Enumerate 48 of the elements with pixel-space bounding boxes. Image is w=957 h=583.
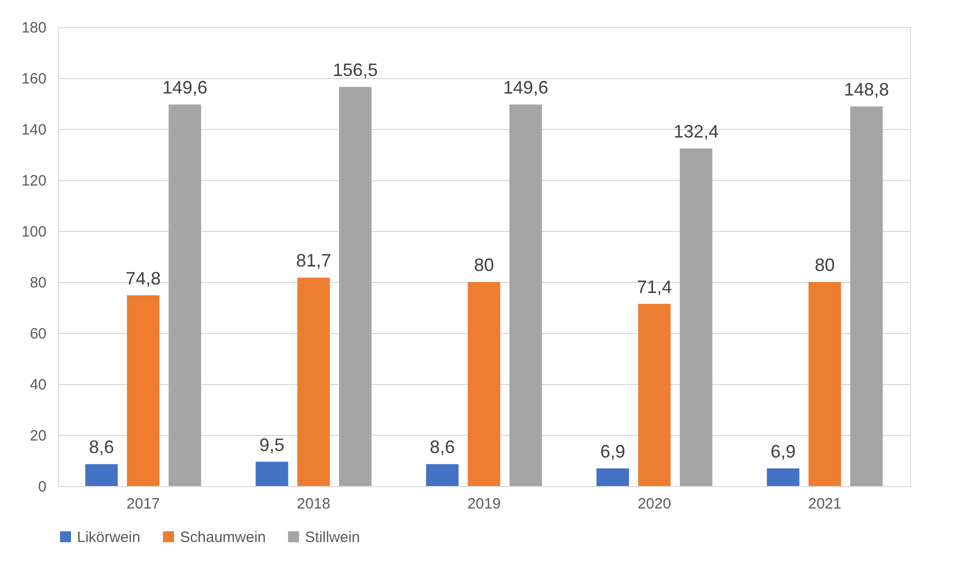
bar bbox=[638, 304, 671, 486]
data-label: 74,8 bbox=[126, 268, 161, 288]
bar bbox=[680, 148, 712, 486]
data-label: 8,6 bbox=[89, 437, 114, 458]
bar bbox=[766, 468, 800, 486]
data-label: 6,9 bbox=[600, 441, 626, 462]
legend-label: Likörwein bbox=[77, 528, 140, 546]
data-label: 9,5 bbox=[259, 434, 284, 455]
y-tick-label: 120 bbox=[21, 172, 46, 190]
bar bbox=[256, 462, 288, 486]
bar bbox=[297, 278, 330, 486]
y-tick-label: 100 bbox=[21, 224, 46, 240]
x-tick-label: 2020 bbox=[638, 496, 672, 512]
data-label: 149,6 bbox=[503, 78, 548, 98]
x-tick-label: 2018 bbox=[296, 496, 330, 512]
bar bbox=[468, 282, 500, 486]
data-label: 80 bbox=[814, 255, 835, 275]
bar bbox=[596, 468, 629, 486]
data-label: 132,4 bbox=[674, 121, 719, 142]
data-label: 149,6 bbox=[162, 78, 208, 98]
data-label: 156,5 bbox=[332, 60, 378, 80]
legend-label: Stillwein bbox=[305, 528, 360, 546]
bar bbox=[808, 282, 842, 486]
y-tick-label: 180 bbox=[21, 20, 46, 36]
y-tick-label: 40 bbox=[30, 376, 46, 394]
legend-label: Schaumwein bbox=[180, 528, 266, 546]
y-tick-label: 0 bbox=[38, 478, 46, 496]
bar bbox=[168, 104, 202, 486]
bar bbox=[850, 106, 883, 486]
y-tick-label: 60 bbox=[30, 326, 46, 342]
y-tick-label: 160 bbox=[21, 70, 46, 88]
bar bbox=[339, 86, 372, 486]
x-tick-label: 2017 bbox=[126, 496, 160, 512]
bar bbox=[126, 295, 160, 486]
bar bbox=[85, 464, 118, 486]
bar bbox=[509, 104, 542, 486]
data-label: 8,6 bbox=[430, 437, 455, 458]
x-tick-label: 2021 bbox=[808, 496, 842, 512]
data-label: 148,8 bbox=[844, 80, 890, 100]
y-tick-label: 140 bbox=[21, 122, 46, 138]
bar bbox=[426, 464, 459, 486]
y-tick-label: 80 bbox=[30, 274, 46, 292]
data-label: 81,7 bbox=[296, 250, 332, 271]
data-label: 71,4 bbox=[636, 276, 672, 297]
data-label: 80 bbox=[474, 255, 494, 275]
x-tick-label: 2019 bbox=[467, 496, 501, 512]
data-label: 6,9 bbox=[770, 441, 796, 462]
y-tick-label: 20 bbox=[30, 428, 46, 444]
